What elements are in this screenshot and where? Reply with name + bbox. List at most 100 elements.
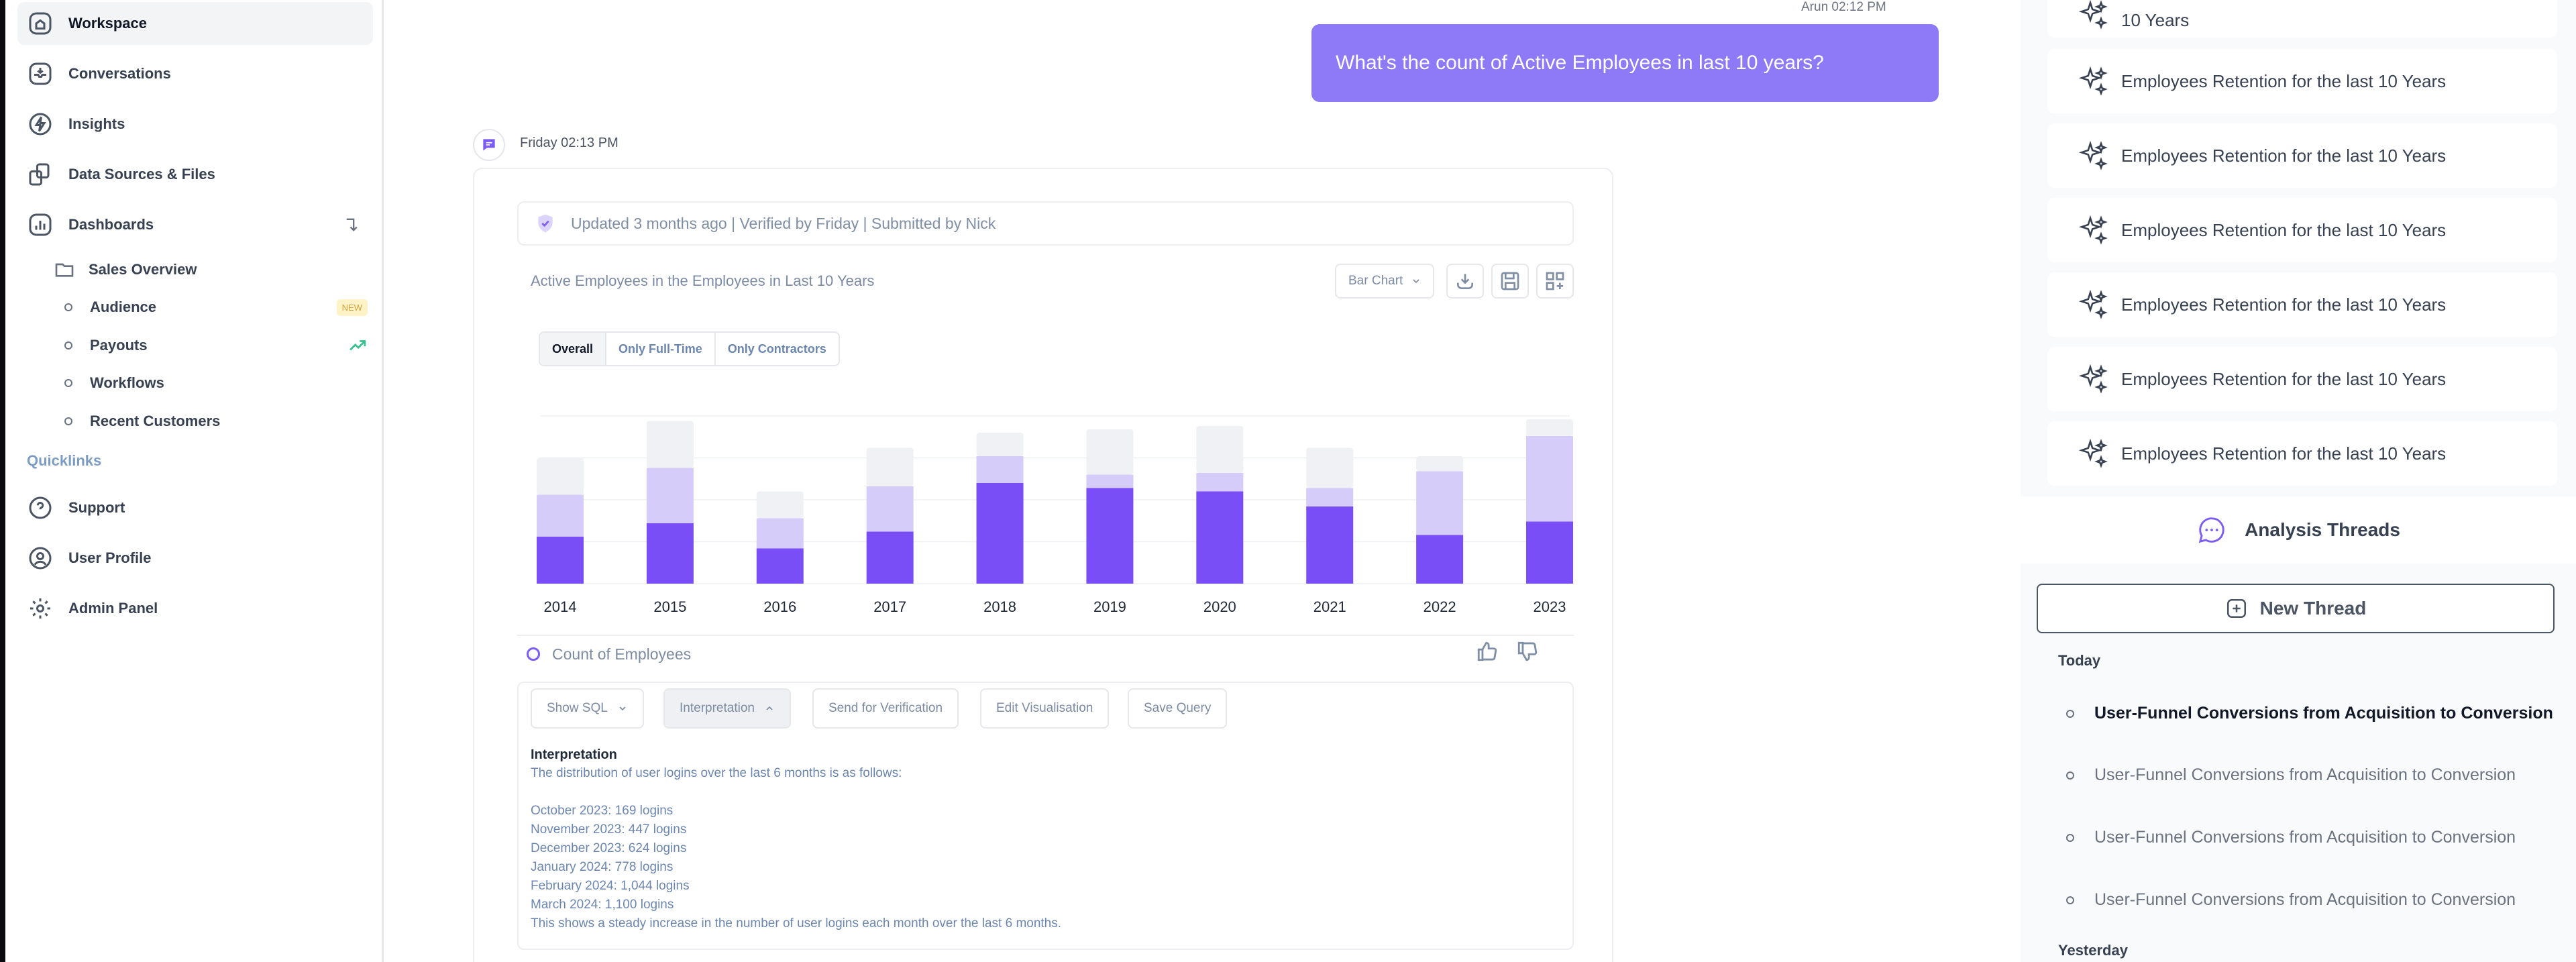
bar-segment-2022-s2[interactable] <box>1416 471 1464 535</box>
verification-text: Updated 3 months ago | Verified by Frida… <box>571 214 996 232</box>
sidebar-folder-sales-overview[interactable]: Sales Overview <box>54 253 366 286</box>
nav-label: Insights <box>68 115 125 132</box>
chart-type-select[interactable]: Bar Chart <box>1335 264 1434 299</box>
nav-support[interactable]: Support <box>17 486 373 529</box>
bar-segment-2015-s3[interactable] <box>646 421 694 468</box>
window-edge <box>0 0 5 962</box>
tab-overall[interactable]: Overall <box>540 333 607 365</box>
bar-segment-2022-s3[interactable] <box>1416 456 1464 472</box>
bar-segment-2018-s3[interactable] <box>976 433 1024 456</box>
bar-segment-2021-s3[interactable] <box>1306 447 1354 488</box>
bar-segment-2020-s1[interactable] <box>1196 491 1244 584</box>
thread-item[interactable]: User-Funnel Conversions from Acquisition… <box>2066 890 2563 910</box>
thread-item[interactable]: User-Funnel Conversions from Acquisition… <box>2066 828 2563 847</box>
bar-segment-2016-s1[interactable] <box>756 548 804 584</box>
verification-bar: Updated 3 months ago | Verified by Frida… <box>517 201 1574 246</box>
bar-segment-2023-s2[interactable] <box>1526 436 1573 522</box>
bar-segment-2018-s2[interactable] <box>976 456 1024 483</box>
interpretation-button[interactable]: Interpretation <box>663 688 791 729</box>
interpretation-line: March 2024: 1,100 logins <box>531 898 674 912</box>
plus-square-icon <box>2226 598 2246 619</box>
sidebar-item-recent-customers[interactable]: Recent Customers <box>60 405 373 438</box>
bar-segment-2015-s1[interactable] <box>646 523 694 584</box>
home-icon <box>27 10 54 37</box>
sidebar-item-audience[interactable]: Audience NEW <box>60 290 373 324</box>
thread-label: User-Funnel Conversions from Acquisition… <box>2094 704 2553 723</box>
bar-segment-2017-s3[interactable] <box>866 447 914 487</box>
sparkles-icon <box>2078 140 2108 170</box>
nav-workspace[interactable]: Workspace <box>17 2 373 45</box>
interpretation-line: December 2023: 624 logins <box>531 841 687 855</box>
suggestion-card[interactable]: Employees Retention for the last 10 Year… <box>2047 272 2557 337</box>
nav-label: Admin Panel <box>68 600 158 617</box>
thread-label: User-Funnel Conversions from Acquisition… <box>2094 765 2516 784</box>
thread-item[interactable]: User-Funnel Conversions from Acquisition… <box>2066 765 2563 785</box>
nav-label: Data Sources & Files <box>68 166 215 182</box>
chevron-down-icon <box>619 706 626 711</box>
suggestion-card[interactable]: Employees Retention for the last 10 Year… <box>2047 347 2557 411</box>
bar-segment-2019-s3[interactable] <box>1086 429 1134 475</box>
tab-only-contractors[interactable]: Only Contractors <box>727 341 826 356</box>
employees-bar-chart: 2014 2015 2016 2017 2018 2019 2020 2021 2022 2023 <box>537 415 1573 615</box>
bar-segment-2015-s2[interactable] <box>646 468 694 524</box>
download-icon <box>1457 274 1473 289</box>
bar-segment-2014-s3[interactable] <box>537 458 584 495</box>
thumbs-down-button[interactable] <box>1516 640 1543 667</box>
suggestion-card[interactable]: Employees Retention for the last 10 Year… <box>2047 198 2557 262</box>
bar-segment-2014-s2[interactable] <box>537 494 584 537</box>
bar-segment-2021-s1[interactable] <box>1306 506 1354 584</box>
thread-item[interactable]: User-Funnel Conversions from Acquisition… <box>2066 704 2563 723</box>
send-for-verification-button[interactable]: Send for Verification <box>812 688 959 729</box>
bar-segment-2023-s1[interactable] <box>1526 521 1573 584</box>
bar-segment-2019-s1[interactable] <box>1086 488 1134 584</box>
suggestion-label: Employees Retention for the last 10 Year… <box>2121 368 2447 389</box>
nav-admin-panel[interactable]: Admin Panel <box>17 587 373 630</box>
suggestion-card[interactable]: Employees Retention for the last 10 Year… <box>2047 49 2557 113</box>
nav-dashboards[interactable]: Dashboards <box>17 203 373 246</box>
show-sql-button[interactable]: Show SQL <box>531 688 644 729</box>
tab-only-full-time[interactable]: Only Full-Time <box>606 333 716 365</box>
conversation-area: Arun 02:12 PM What's the count of Active… <box>386 0 2019 962</box>
nav-conversations[interactable]: Conversations <box>17 52 373 95</box>
user-message-meta: Arun 02:12 PM <box>1801 0 1886 14</box>
x-tick-label: 2017 <box>873 598 906 615</box>
sparkles-icon <box>2078 0 2108 30</box>
nav-user-profile[interactable]: User Profile <box>17 537 373 580</box>
bot-message-meta: Friday 02:13 PM <box>520 136 619 150</box>
suggestion-card[interactable]: 10 Years <box>2047 0 2557 38</box>
suggestion-card[interactable]: Employees Retention for the last 10 Year… <box>2047 123 2557 188</box>
sparkles-icon <box>2078 364 2108 394</box>
bar-segment-2020-s3[interactable] <box>1196 426 1244 473</box>
bar-segment-2017-s2[interactable] <box>866 486 914 532</box>
bar-segment-2016-s2[interactable] <box>756 518 804 549</box>
bar-segment-2022-s1[interactable] <box>1416 535 1464 584</box>
bar-segment-2019-s2[interactable] <box>1086 474 1134 488</box>
user-message-bubble: What's the count of Active Employees in … <box>1311 24 1939 102</box>
analysis-threads-header: Analysis Threads <box>2021 496 2576 564</box>
sidebar-item-label: Payouts <box>90 337 148 354</box>
thumbs-down-icon <box>1517 641 1538 661</box>
save-query-button[interactable]: Save Query <box>1128 688 1228 729</box>
new-thread-button[interactable]: New Thread <box>2037 584 2555 633</box>
bar-segment-2017-s1[interactable] <box>866 531 914 584</box>
x-tick-label: 2015 <box>653 598 686 615</box>
bar-segment-2014-s1[interactable] <box>537 537 584 584</box>
edit-visualisation-button[interactable]: Edit Visualisation <box>980 688 1110 729</box>
x-tick-label: 2014 <box>544 598 577 615</box>
sidebar-item-payouts[interactable]: Payouts <box>60 329 373 362</box>
suggestion-card[interactable]: Employees Retention for the last 10 Year… <box>2047 421 2557 486</box>
bar-segment-2020-s2[interactable] <box>1196 473 1244 492</box>
bar-segment-2023-s3[interactable] <box>1526 419 1573 436</box>
bar-segment-2018-s1[interactable] <box>976 483 1024 584</box>
nav-data-sources[interactable]: Data Sources & Files <box>17 153 373 196</box>
collapse-arrow-icon[interactable] <box>343 215 362 234</box>
add-to-dashboard-button[interactable] <box>1536 264 1574 299</box>
bar-segment-2021-s2[interactable] <box>1306 488 1354 507</box>
download-button[interactable] <box>1446 264 1484 299</box>
bar-segment-2016-s3[interactable] <box>756 491 804 519</box>
sidebar-item-workflows[interactable]: Workflows <box>60 366 373 400</box>
thumbs-up-button[interactable] <box>1476 640 1503 667</box>
save-button[interactable] <box>1491 264 1529 299</box>
sparkles-icon <box>2078 215 2108 245</box>
nav-insights[interactable]: Insights <box>17 103 373 146</box>
